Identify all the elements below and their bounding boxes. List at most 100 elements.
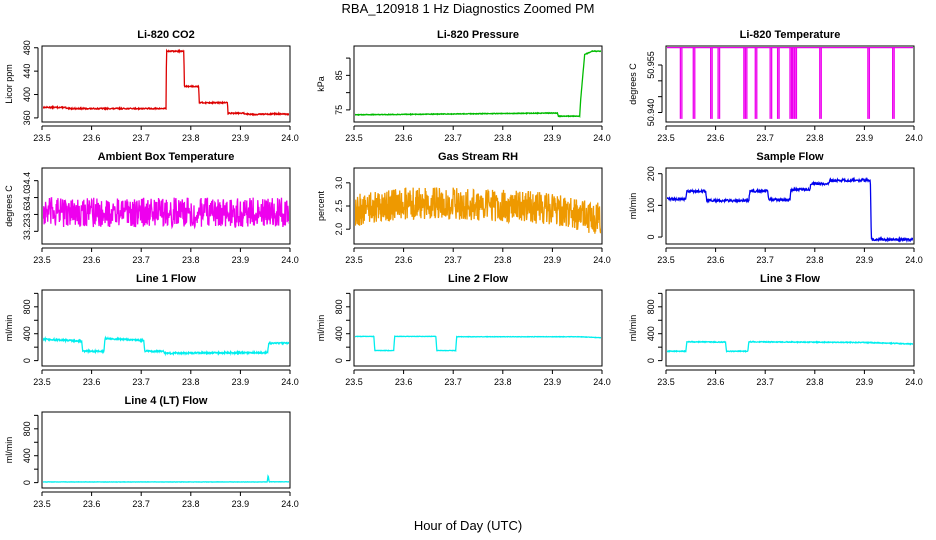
plot-frame <box>353 289 603 367</box>
panel-4: Ambient Box Temperature degrees C 23.5 23.6… <box>4 151 299 265</box>
x-axis: 23.5 23.6 23.7 23.8 23.9 24.0 <box>33 491 299 509</box>
x-tick-label: 24.0 <box>281 499 299 509</box>
y-tick-label: 800 <box>646 299 656 314</box>
y-axis: 50.940 50.955 <box>646 51 663 127</box>
x-tick-label: 23.5 <box>33 377 51 387</box>
x-tick-label: 23.8 <box>806 255 824 265</box>
y-tick-label: 33.6 <box>22 206 32 224</box>
panel-title: Line 3 Flow <box>760 273 820 285</box>
panel-9: Line 3 Flow ml/min 23.5 23.6 23.7 23.8 23.9 24.… <box>628 273 923 387</box>
panel-title: Li-820 Temperature <box>740 29 841 41</box>
y-axis-label: ml/min <box>4 437 14 464</box>
y-tick-label: 34.4 <box>22 172 32 190</box>
plot-frame <box>353 167 603 245</box>
x-axis: 23.5 23.6 23.7 23.8 23.9 24.0 <box>33 247 299 265</box>
y-tick-label: 50.955 <box>646 51 656 79</box>
series-line <box>43 48 289 117</box>
x-tick-label: 23.8 <box>494 133 512 143</box>
y-tick-label: 400 <box>646 326 656 341</box>
x-tick-label: 23.6 <box>395 377 413 387</box>
y-tick-label: 3.0 <box>334 177 344 190</box>
x-tick-label: 23.8 <box>182 255 200 265</box>
panel-8: Line 2 Flow ml/min 23.5 23.6 23.7 23.8 23.9 24.… <box>316 273 611 387</box>
y-tick-label: 0 <box>22 480 32 485</box>
x-tick-label: 23.6 <box>395 133 413 143</box>
y-tick-label: 800 <box>334 299 344 314</box>
y-tick-label: 480 <box>22 40 32 55</box>
x-tick-label: 23.9 <box>544 377 562 387</box>
y-tick-label: 400 <box>22 448 32 463</box>
x-tick-label: 23.7 <box>132 377 150 387</box>
x-tick-label: 23.9 <box>232 377 250 387</box>
x-axis: 23.5 23.6 23.7 23.8 23.9 24.0 <box>33 125 299 143</box>
y-axis: 0 400 800 <box>646 292 663 363</box>
x-tick-label: 24.0 <box>905 377 923 387</box>
series-line <box>43 197 289 230</box>
y-axis-label: Licor ppm <box>4 64 14 104</box>
x-axis: 23.5 23.6 23.7 23.8 23.9 24.0 <box>345 125 611 143</box>
y-tick-label: 0 <box>646 235 656 240</box>
x-tick-label: 23.5 <box>657 255 675 265</box>
y-axis: 0 400 800 <box>22 414 39 485</box>
x-tick-label: 23.6 <box>707 255 725 265</box>
x-tick-label: 24.0 <box>593 255 611 265</box>
y-tick-label: 400 <box>334 326 344 341</box>
y-tick-label: 0 <box>646 358 656 363</box>
x-tick-label: 23.6 <box>83 377 101 387</box>
x-tick-label: 23.7 <box>444 133 462 143</box>
figure-xlabel: Hour of Day (UTC) <box>413 518 523 533</box>
series-line <box>355 50 601 118</box>
x-tick-label: 23.5 <box>33 133 51 143</box>
plot-frame <box>665 45 915 123</box>
x-tick-label: 24.0 <box>905 255 923 265</box>
y-tick-label: 800 <box>22 299 32 314</box>
series-line <box>355 187 601 234</box>
x-tick-label: 23.9 <box>232 255 250 265</box>
panel-title: Line 1 Flow <box>136 273 196 285</box>
y-tick-label: 0 <box>22 358 32 363</box>
y-tick-label: 50.940 <box>646 99 656 127</box>
x-tick-label: 23.9 <box>232 499 250 509</box>
y-tick-label: 800 <box>22 421 32 436</box>
x-tick-label: 23.7 <box>444 255 462 265</box>
y-tick-label: 0 <box>334 358 344 363</box>
y-axis: 0 400 800 <box>334 292 351 363</box>
x-axis: 23.5 23.6 23.7 23.8 23.9 24.0 <box>657 247 923 265</box>
series-line <box>667 176 913 243</box>
series-line <box>667 47 913 119</box>
panel-6: Sample Flow ml/min 23.5 23.6 23.7 23.8 23.9 24.… <box>628 151 923 265</box>
y-tick-label: 33.2 <box>22 223 32 241</box>
plot-frame <box>665 289 915 367</box>
y-axis: 33.233.634.034.4 <box>22 172 39 241</box>
y-axis-label: ml/min <box>628 193 638 220</box>
plot-frame <box>41 411 291 489</box>
y-tick-label: 2.0 <box>334 223 344 236</box>
x-tick-label: 23.6 <box>707 377 725 387</box>
x-tick-label: 23.7 <box>132 133 150 143</box>
panel-title: Li-820 CO2 <box>137 29 194 41</box>
panel-2: Li-820 Pressure kPa 23.5 23.6 23.7 23.8 23.9 24… <box>316 29 611 143</box>
y-tick-label: 2.5 <box>334 200 344 213</box>
x-tick-label: 23.8 <box>182 377 200 387</box>
x-tick-label: 23.6 <box>395 255 413 265</box>
x-tick-label: 24.0 <box>593 133 611 143</box>
y-axis-label: percent <box>316 190 326 221</box>
x-tick-label: 23.8 <box>494 255 512 265</box>
x-tick-label: 23.5 <box>345 133 363 143</box>
y-axis: 0 100 200 <box>646 166 663 240</box>
x-tick-label: 23.9 <box>544 133 562 143</box>
y-axis: 0 400 800 <box>22 292 39 363</box>
x-axis: 23.5 23.6 23.7 23.8 23.9 24.0 <box>345 369 611 387</box>
y-tick-label: 200 <box>646 166 656 181</box>
x-tick-label: 23.8 <box>182 499 200 509</box>
y-tick-label: 75 <box>334 105 344 115</box>
x-tick-label: 23.6 <box>83 133 101 143</box>
x-tick-label: 23.6 <box>707 133 725 143</box>
plot-frame <box>41 167 291 245</box>
x-tick-label: 23.8 <box>806 133 824 143</box>
y-axis-label: ml/min <box>316 315 326 342</box>
plot-frame <box>353 45 603 123</box>
